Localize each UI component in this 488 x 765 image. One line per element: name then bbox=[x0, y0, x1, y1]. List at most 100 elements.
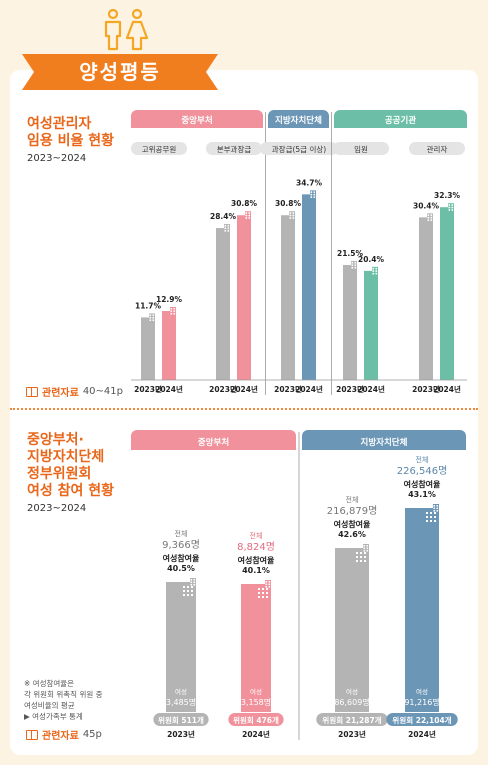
bar-window bbox=[289, 217, 292, 219]
total-value: 226,546명 bbox=[397, 465, 448, 477]
bar-window bbox=[183, 590, 185, 592]
bar-window bbox=[434, 516, 436, 518]
section1-reference: 관련자료 40~41p bbox=[26, 384, 123, 399]
data-label: 11.7% bbox=[135, 301, 162, 310]
bar-window bbox=[354, 264, 357, 267]
bar-window bbox=[191, 590, 193, 592]
committee-count: 위원회 22,104개 bbox=[392, 715, 451, 725]
bar-window bbox=[187, 594, 189, 596]
group-header-label: 공공기관 bbox=[385, 115, 416, 126]
year-label: 2024년 bbox=[242, 729, 270, 739]
group-header-tab bbox=[131, 110, 263, 128]
book-icon bbox=[26, 729, 38, 740]
bar-window bbox=[354, 266, 357, 269]
bar-window bbox=[363, 547, 366, 550]
bar-window bbox=[360, 556, 362, 558]
bar-window bbox=[292, 217, 295, 219]
bar bbox=[335, 548, 369, 712]
note-line: ▶ 여성가족부 통계 bbox=[24, 712, 83, 721]
bar-window bbox=[170, 310, 173, 313]
subgroup-pill bbox=[409, 142, 465, 155]
bar bbox=[419, 217, 433, 380]
bar-window bbox=[245, 212, 248, 214]
bar-top bbox=[289, 211, 295, 216]
bar-window bbox=[433, 505, 436, 507]
section1-title: 여성관리자 임용 비율 현황 bbox=[27, 116, 115, 149]
bar-window bbox=[375, 270, 378, 272]
section2-years: 2023~2024 bbox=[27, 503, 87, 514]
bar-window bbox=[426, 516, 428, 518]
year-label: 2023년 bbox=[167, 729, 195, 739]
bar-window bbox=[248, 212, 251, 214]
bar bbox=[364, 270, 378, 380]
bar-top bbox=[372, 266, 378, 271]
bar-window bbox=[190, 584, 193, 586]
group-header-tab bbox=[131, 430, 296, 450]
group-header-tab bbox=[302, 430, 466, 450]
book-icon bbox=[26, 386, 38, 397]
bar-window bbox=[451, 206, 454, 209]
data-label: 28.4% bbox=[210, 212, 237, 221]
group-header-tab bbox=[268, 110, 329, 128]
bar-window bbox=[258, 596, 260, 598]
bar-window bbox=[360, 560, 362, 562]
bar-top bbox=[245, 211, 251, 216]
bar-window bbox=[433, 510, 436, 512]
bar-window bbox=[372, 270, 375, 272]
bar-window bbox=[430, 216, 433, 219]
bar-window bbox=[170, 312, 173, 315]
bar-window bbox=[372, 267, 375, 270]
bar-window bbox=[351, 261, 354, 264]
bar-window bbox=[366, 547, 369, 550]
subgroup-label: 고위공무원 bbox=[142, 145, 177, 154]
group-header-label: 중앙부처 bbox=[181, 115, 212, 126]
year-label: 2024년 bbox=[295, 384, 323, 394]
bar-window bbox=[149, 316, 152, 319]
bar-window bbox=[266, 588, 268, 590]
female-value: 86,609명 bbox=[334, 697, 369, 707]
rate-label: 여성참여율 bbox=[238, 555, 275, 565]
bar-window bbox=[173, 312, 176, 315]
year-label: 2023년 bbox=[274, 384, 302, 394]
year-label: 2023년 bbox=[209, 384, 237, 394]
section2-reference: 관련자료 45p bbox=[26, 727, 102, 742]
bar-window bbox=[310, 191, 313, 193]
year-label: 2024년 bbox=[433, 384, 461, 394]
bar bbox=[141, 317, 155, 380]
participation-note: ※ 여성참여율은 각 위원회 위촉직 위원 중 여성비율의 평균 ▶ 여성가족부… bbox=[24, 678, 103, 722]
bar-window bbox=[191, 594, 193, 596]
bar-top bbox=[433, 504, 439, 508]
bar-window bbox=[289, 212, 292, 214]
bar-window bbox=[289, 214, 292, 217]
committee-pill bbox=[316, 713, 388, 726]
bar-window bbox=[170, 307, 173, 310]
year-label: 2023년 bbox=[134, 384, 162, 394]
rate-value: 40.5% bbox=[167, 564, 195, 573]
bar-window bbox=[190, 581, 193, 584]
bar-window bbox=[351, 266, 354, 269]
group-header-label: 지방자치단체 bbox=[361, 437, 408, 448]
data-label: 12.9% bbox=[156, 295, 183, 304]
committee-count: 위원회 21,287개 bbox=[322, 715, 381, 725]
title-ribbon bbox=[22, 54, 218, 90]
bar-window bbox=[430, 219, 433, 221]
bar-window bbox=[433, 507, 436, 510]
bar-window bbox=[152, 314, 155, 317]
bar-window bbox=[262, 592, 264, 594]
bar-window bbox=[227, 230, 230, 232]
group-header-label: 중앙부처 bbox=[198, 437, 229, 448]
bar-window bbox=[356, 556, 358, 558]
bar-window bbox=[224, 225, 227, 227]
committee-count: 위원회 511개 bbox=[158, 715, 204, 725]
bar-window bbox=[451, 209, 454, 211]
total-label: 전체 bbox=[416, 455, 429, 464]
data-label: 30.4% bbox=[413, 201, 440, 210]
bar-window bbox=[356, 552, 358, 554]
rate-label: 여성참여율 bbox=[334, 519, 371, 529]
subgroup-label: 관리자 bbox=[427, 144, 448, 154]
bar-top bbox=[190, 578, 196, 582]
data-label: 30.8% bbox=[275, 199, 302, 208]
bar-top bbox=[170, 306, 176, 311]
